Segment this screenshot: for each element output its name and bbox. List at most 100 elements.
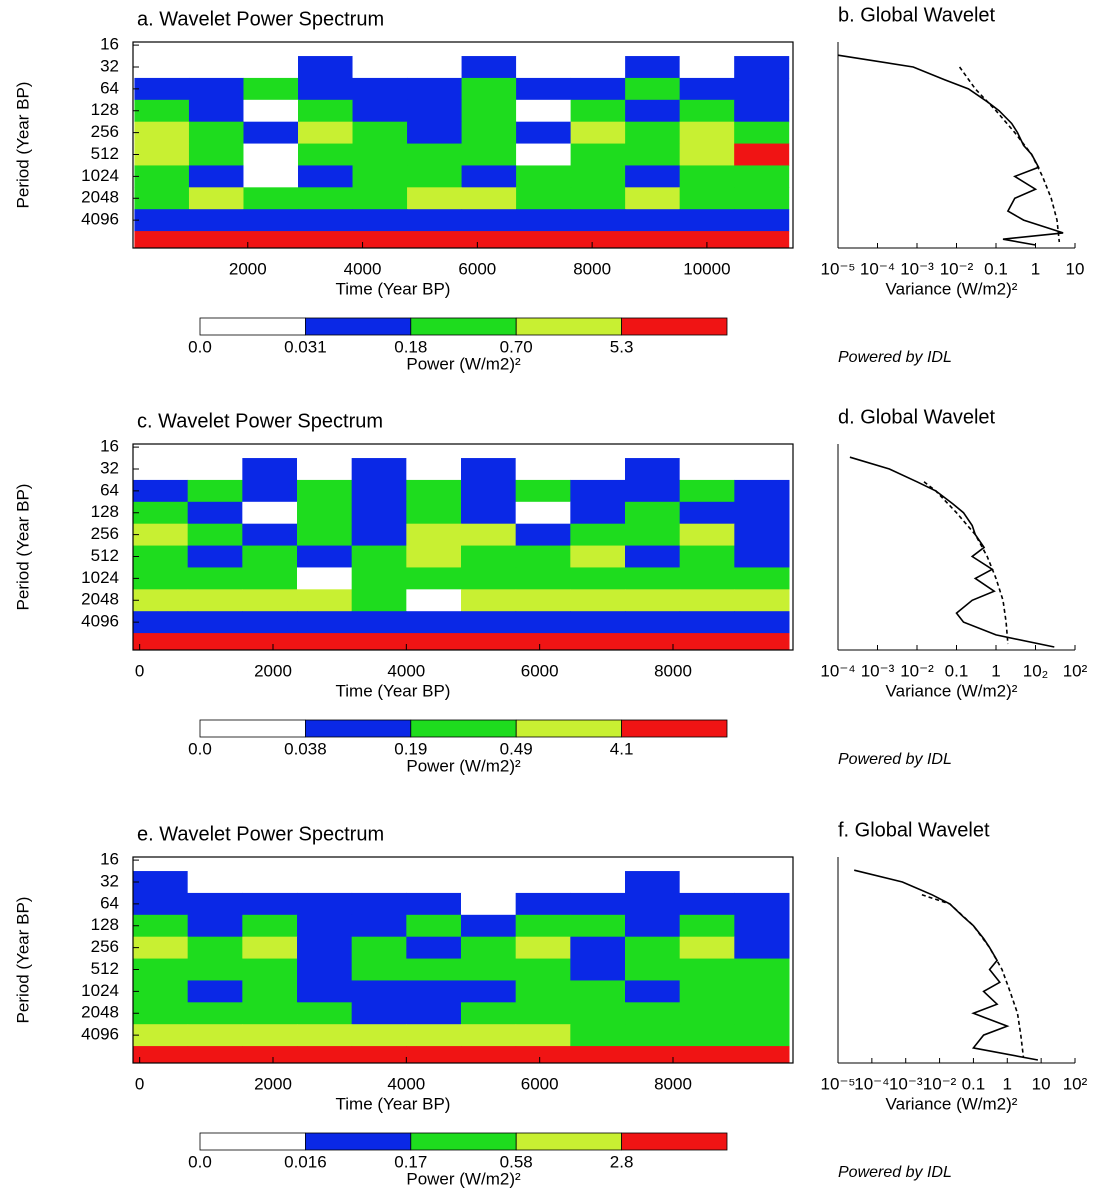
heat-cell <box>570 1046 626 1063</box>
heat-cell <box>461 958 517 981</box>
heat-cell <box>461 589 517 612</box>
heat-cell <box>625 857 681 872</box>
heat-cell <box>461 936 517 960</box>
heat-cell <box>351 871 407 894</box>
heat-cell <box>570 958 626 981</box>
y-axis-label: Period (Year BP) <box>13 897 32 1024</box>
heat-cell <box>406 633 462 650</box>
heat-cell <box>352 187 408 210</box>
heat-cell <box>407 231 463 248</box>
heat-cell <box>133 545 189 568</box>
colorbar-label: Power (W/m2)² <box>406 756 521 775</box>
x-tick-label: 10 <box>1032 1074 1051 1093</box>
heat-cell <box>679 914 735 938</box>
y-tick-label: 128 <box>91 502 119 521</box>
heat-cell <box>515 611 571 634</box>
heat-cell <box>570 857 626 872</box>
heat-cell <box>297 479 353 503</box>
colorbar-swatch <box>621 719 728 738</box>
series-line <box>854 869 1039 1061</box>
heat-cell <box>406 1024 462 1047</box>
plot-frame <box>132 41 794 249</box>
heat-cell <box>570 99 626 123</box>
chart-title: c. Wavelet Power Spectrum <box>137 410 383 432</box>
plot-frame <box>132 443 794 651</box>
chart-title: a. Wavelet Power Spectrum <box>137 8 384 30</box>
heat-cell <box>570 523 626 547</box>
heat-cell <box>133 458 189 481</box>
x-axis-label: Variance (W/m2)² <box>886 279 1018 298</box>
colorbar-swatch <box>410 719 517 738</box>
heat-cell <box>351 611 407 634</box>
heat-cell <box>352 143 408 166</box>
heat-cell <box>187 914 243 938</box>
heat-cell <box>406 980 462 1003</box>
heat-cell <box>297 1002 353 1025</box>
heat-cell <box>351 589 407 612</box>
colorbar-swatch <box>199 719 306 738</box>
heat-cell <box>298 209 354 232</box>
heatmap <box>133 857 790 1063</box>
heat-cell <box>734 567 790 590</box>
x-tick-label: 10 <box>1066 259 1085 278</box>
heat-cell <box>187 501 243 525</box>
heat-cell <box>352 42 408 57</box>
heat-cell <box>625 56 681 79</box>
heat-cell <box>297 545 353 568</box>
heat-cell <box>570 611 626 634</box>
heat-cell <box>516 187 572 210</box>
heat-cell <box>515 892 571 916</box>
heat-cell <box>461 479 517 503</box>
x-tick-label: 1 <box>1031 259 1040 278</box>
heat-cell <box>734 42 790 57</box>
heat-cell <box>461 914 517 938</box>
x-tick-label: 10⁻⁴ <box>860 259 895 278</box>
heat-cell <box>515 936 571 960</box>
colorbar-tick-label: 0.58 <box>500 1152 533 1171</box>
heat-cell <box>461 209 517 232</box>
heat-cell <box>515 589 571 612</box>
heat-cell <box>242 1002 298 1025</box>
heat-cell <box>625 958 681 981</box>
heat-cell <box>516 77 572 101</box>
x-tick-label: 10⁻² <box>900 661 934 680</box>
heat-cell <box>298 121 354 145</box>
heat-cell <box>679 231 735 248</box>
heat-cell <box>570 42 626 57</box>
heat-cell <box>297 633 353 650</box>
heat-cell <box>625 545 681 568</box>
heat-cell <box>570 231 626 248</box>
heat-cell <box>133 611 189 634</box>
y-tick-label: 32 <box>100 871 119 890</box>
heat-cell <box>187 857 243 872</box>
series-line <box>921 894 1025 1058</box>
x-tick-label: 10⁻² <box>923 1074 957 1093</box>
y-axis-label: Period (Year BP) <box>13 82 32 209</box>
heat-cell <box>242 567 298 590</box>
footer: Powered by IDL <box>838 349 952 366</box>
heat-cell <box>242 479 298 503</box>
x-tick-label: 0.1 <box>984 259 1008 278</box>
heat-cell <box>351 523 407 547</box>
heat-cell <box>406 458 462 481</box>
heat-cell <box>625 1002 681 1025</box>
heat-cell <box>243 56 299 79</box>
heat-cell <box>516 231 572 248</box>
heat-cell <box>516 56 572 79</box>
heat-cell <box>298 165 354 188</box>
x-tick-label: 0.1 <box>945 661 969 680</box>
y-tick-label: 256 <box>91 524 119 543</box>
heat-cell <box>679 77 735 101</box>
heat-cell <box>461 980 517 1003</box>
x-tick-label: 10⁻³ <box>889 1074 923 1093</box>
x-tick-label: 0 <box>135 1074 144 1093</box>
heat-cell <box>515 479 571 503</box>
heat-cell <box>625 42 681 57</box>
heat-cell <box>297 501 353 525</box>
heat-cell <box>734 231 790 248</box>
heat-cell <box>298 187 354 210</box>
y-tick-label: 1024 <box>81 166 119 185</box>
heat-cell <box>734 143 790 166</box>
heat-cell <box>133 892 189 916</box>
heat-cell <box>243 121 299 145</box>
